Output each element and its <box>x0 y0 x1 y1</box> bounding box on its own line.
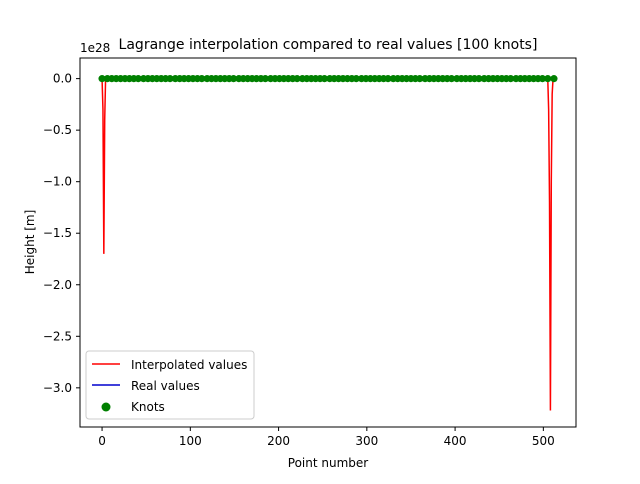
plot-frame <box>79 57 577 428</box>
knot-point <box>475 75 483 83</box>
y-tick-label: −2.5 <box>43 329 72 343</box>
legend-real-label: Real values <box>131 379 200 393</box>
legend-knots-label: Knots <box>131 400 165 414</box>
knot-point <box>293 75 301 83</box>
x-tick-label: 400 <box>444 434 467 448</box>
x-axis-label: Point number <box>288 456 369 470</box>
y-tick-label: −2.0 <box>43 278 72 292</box>
y-tick-label: −3.0 <box>43 381 72 395</box>
y-offset-text: 1e28 <box>80 41 110 55</box>
knot-point <box>384 75 392 83</box>
legend-knots-swatch <box>101 402 111 412</box>
knot-point <box>352 75 360 83</box>
legend-box <box>85 350 255 420</box>
knot-point <box>550 75 558 83</box>
y-tick-label: −0.5 <box>43 123 72 137</box>
knot-point <box>166 75 174 83</box>
legend-interpolated-label: Interpolated values <box>131 358 247 372</box>
knot-point <box>538 75 547 83</box>
x-tick-label: 300 <box>355 434 378 448</box>
knot-point <box>98 75 106 83</box>
x-tick-label: 100 <box>179 434 202 448</box>
knot-point <box>544 75 552 83</box>
knot-point <box>134 75 142 83</box>
knot-point <box>320 75 329 83</box>
y-axis-label: Height [m] <box>23 210 37 275</box>
plot-area <box>98 75 558 411</box>
knot-point <box>261 75 269 83</box>
x-tick-label: 0 <box>98 434 106 448</box>
knot-point <box>229 75 238 83</box>
x-tick-label: 200 <box>267 434 290 448</box>
legend: Interpolated values Real values Knots <box>85 350 255 420</box>
knot-point <box>507 75 515 83</box>
knot-point <box>447 75 456 83</box>
chart-title: Lagrange interpolation compared to real … <box>119 37 538 53</box>
knot-point <box>198 75 206 83</box>
y-tick-label: −1.0 <box>43 175 72 189</box>
y-tick-label: −1.5 <box>43 226 72 240</box>
knot-point <box>416 75 424 83</box>
x-tick-label: 500 <box>532 434 555 448</box>
y-tick-label: 0.0 <box>53 72 72 86</box>
